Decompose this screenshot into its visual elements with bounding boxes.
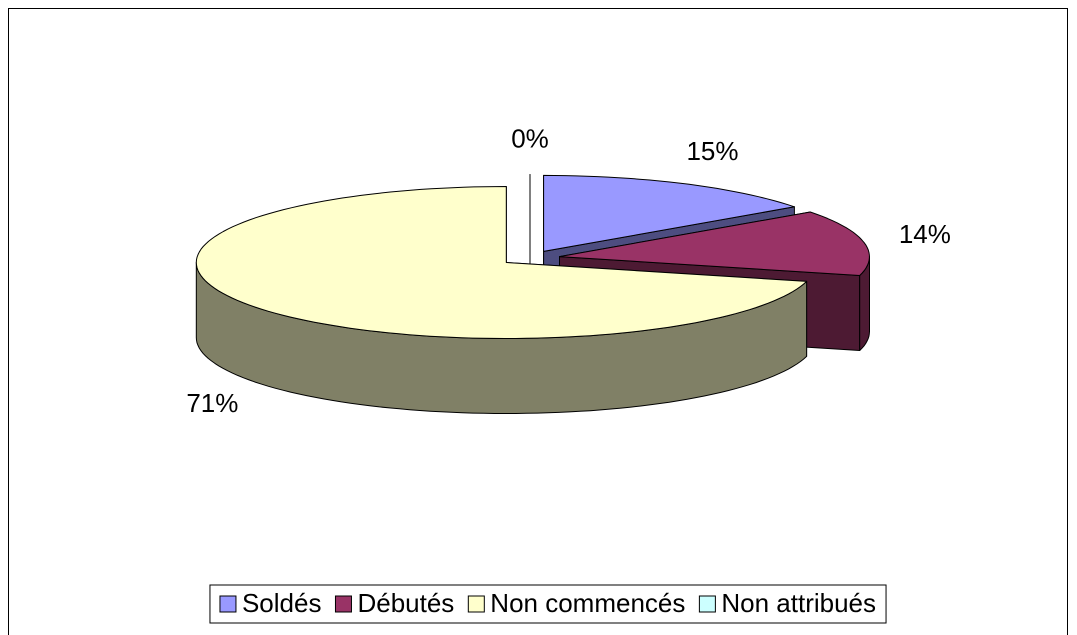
legend-label: Débutés — [357, 588, 454, 618]
legend-swatch — [467, 595, 485, 613]
legend-swatch — [219, 595, 237, 613]
slice — [543, 174, 795, 252]
data-label: 0% — [511, 123, 549, 153]
data-label: 71% — [186, 388, 238, 418]
slice — [195, 186, 808, 339]
slice — [559, 211, 870, 276]
legend-swatch — [698, 595, 716, 613]
data-label: 14% — [899, 219, 951, 249]
legend-label: Non commencés — [490, 588, 685, 618]
data-label: 15% — [686, 136, 738, 166]
legend-label: Non attribués — [721, 588, 876, 618]
legend-swatch — [334, 595, 352, 613]
legend-box — [209, 584, 887, 624]
legend-label: Soldés — [242, 588, 322, 618]
